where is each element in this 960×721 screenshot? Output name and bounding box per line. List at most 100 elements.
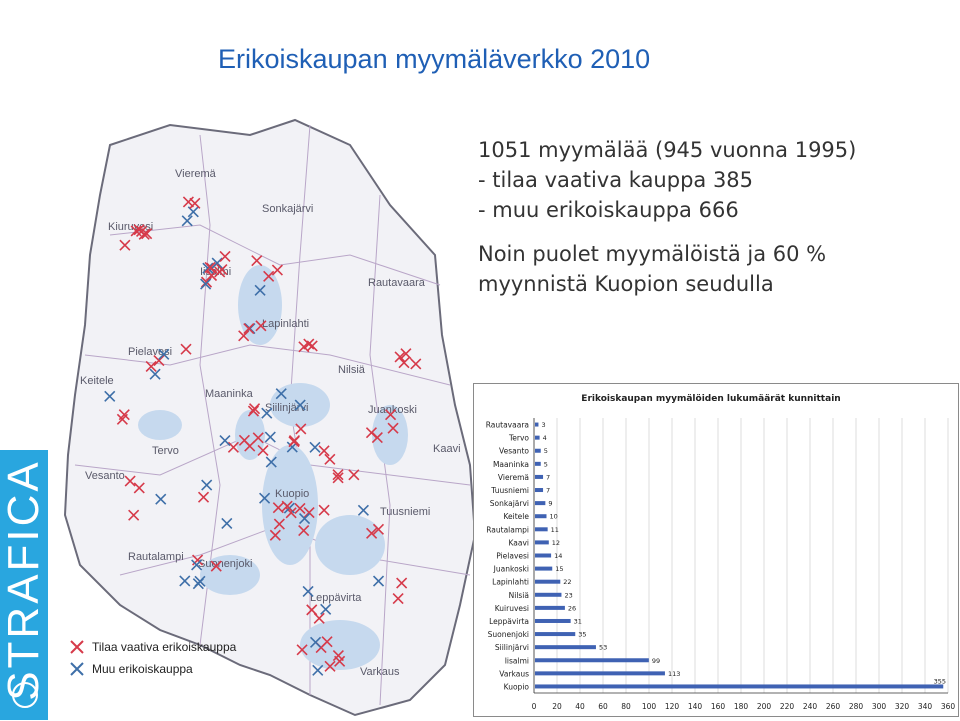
- store-marker: [398, 357, 410, 369]
- store-marker: [201, 479, 213, 491]
- store-marker: [309, 636, 322, 648]
- chart-title: Erikoiskaupan myymälöiden lukumäärät kun…: [581, 394, 840, 404]
- store-marker: [295, 423, 307, 435]
- x-tick-label: 40: [575, 702, 585, 711]
- category-label: Leppävirta: [489, 617, 529, 626]
- store-marker: [392, 593, 404, 605]
- store-marker: [180, 343, 192, 355]
- store-marker: [332, 650, 344, 662]
- store-marker: [181, 215, 193, 227]
- store-marker: [104, 390, 116, 402]
- x-tick-label: 260: [826, 702, 841, 711]
- store-marker: [309, 441, 321, 453]
- x-tick-label: 360: [941, 702, 956, 711]
- x-tick-label: 60: [598, 702, 608, 711]
- store-marker: [138, 228, 150, 240]
- store-marker: [332, 469, 344, 481]
- x-tick-label: 0: [532, 702, 537, 711]
- store-marker: [204, 261, 216, 273]
- x-tick-label: 80: [621, 702, 631, 711]
- map-label: Kaavi: [433, 443, 461, 455]
- store-marker: [182, 196, 194, 208]
- store-marker: [247, 405, 260, 417]
- store-marker: [348, 469, 360, 481]
- value-label: 53: [599, 644, 607, 652]
- value-label: 14: [554, 552, 562, 560]
- store-marker: [261, 407, 273, 419]
- map-label: Nilsiä: [338, 364, 366, 376]
- store-marker: [219, 250, 231, 263]
- value-label: 35: [578, 631, 586, 639]
- store-marker: [191, 559, 203, 571]
- category-label: Varkaus: [499, 669, 529, 678]
- x-tick-label: 180: [734, 702, 749, 711]
- store-marker: [211, 257, 223, 269]
- store-marker: [210, 560, 222, 572]
- store-marker: [324, 660, 336, 672]
- store-marker: [396, 577, 408, 589]
- category-label: Keitele: [504, 512, 530, 521]
- category-label: Kuiruvesi: [495, 604, 529, 613]
- chart-svg: Erikoiskaupan myymälöiden lukumäärät kun…: [486, 394, 956, 711]
- category-label: Juankoski: [493, 565, 529, 574]
- legend-label: Tilaa vaativa erikoiskauppa: [92, 640, 237, 654]
- store-marker: [318, 445, 330, 457]
- category-label: Pielavesi: [496, 552, 529, 561]
- bar: [535, 553, 552, 558]
- store-marker: [306, 604, 318, 616]
- store-marker: [320, 603, 332, 615]
- map-label: Rautalampi: [128, 551, 184, 563]
- category-label: Rautavaara: [486, 421, 529, 430]
- store-marker: [288, 436, 300, 448]
- bar: [535, 579, 561, 584]
- store-marker: [306, 340, 318, 352]
- map-legend: Tilaa vaativa erikoiskauppa Muu erikoisk…: [70, 636, 236, 680]
- summary-line: - tilaa vaativa kauppa 385: [478, 168, 754, 192]
- bar: [535, 645, 596, 650]
- map-label: Siilinjärvi: [265, 402, 308, 414]
- store-marker: [387, 422, 399, 434]
- x-tick-label: 160: [711, 702, 726, 711]
- store-marker: [124, 475, 136, 487]
- summary-line: Noin puolet myymälöistä ja 60 %: [478, 242, 827, 266]
- bar: [535, 540, 549, 545]
- store-marker: [371, 432, 383, 444]
- store-marker: [269, 529, 281, 541]
- store-marker: [149, 368, 161, 380]
- bar: [535, 422, 539, 427]
- store-marker: [227, 441, 239, 453]
- store-marker: [332, 472, 344, 484]
- store-marker: [372, 575, 385, 587]
- store-marker: [394, 351, 406, 363]
- value-label: 12: [552, 539, 560, 547]
- value-label: 355: [934, 677, 946, 685]
- store-marker: [294, 502, 306, 515]
- map-label: Vesanto: [85, 470, 125, 482]
- store-marker: [296, 644, 308, 656]
- blue-cross-icon: [70, 662, 84, 676]
- store-marker: [294, 399, 306, 411]
- store-marker: [263, 270, 275, 282]
- map-label: Tuusniemi: [380, 506, 430, 518]
- map-label: Varkaus: [360, 666, 400, 678]
- lakes: [138, 265, 408, 670]
- map-label: Rautavaara: [368, 277, 426, 289]
- bar: [535, 605, 565, 610]
- value-label: 22: [563, 578, 571, 586]
- store-marker: [302, 585, 314, 597]
- bar: [535, 435, 540, 440]
- bar: [535, 527, 548, 532]
- store-marker: [255, 320, 267, 332]
- store-marker: [298, 512, 311, 525]
- value-label: 10: [550, 513, 558, 521]
- value-label: 4: [543, 434, 547, 442]
- store-marker: [265, 456, 277, 468]
- summary-line: - muu erikoiskauppa 666: [478, 198, 739, 222]
- store-marker: [254, 284, 266, 296]
- category-label: Kaavi: [508, 538, 529, 547]
- store-marker: [357, 504, 369, 516]
- store-marker: [298, 525, 310, 537]
- value-label: 5: [544, 447, 548, 455]
- category-label: Maaninka: [493, 460, 529, 469]
- store-marker: [251, 255, 263, 267]
